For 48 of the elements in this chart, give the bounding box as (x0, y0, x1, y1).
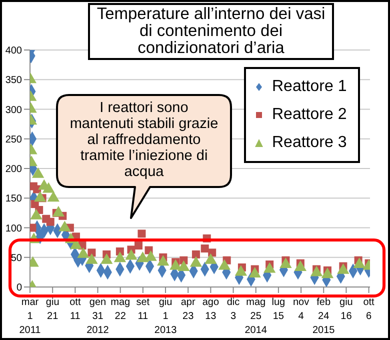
point (32, 167, 44, 178)
point (114, 252, 126, 262)
x-tick-label: mar 1 2011 (19, 297, 42, 336)
y-tick-label: 150 (5, 194, 22, 205)
x-tick-label: giu 1 2013 (154, 297, 178, 336)
point (138, 230, 146, 238)
x-tick-label: giu 16 (340, 297, 353, 322)
point (52, 206, 65, 216)
legend-label: Reattore 1 (272, 77, 347, 97)
y-tick-label: 50 (10, 252, 22, 264)
chart-title: Temperature all’interno dei vasi di contenimento dei condizionatori d’aria (88, 3, 334, 60)
y-tick-label: 200 (5, 164, 22, 176)
point (192, 250, 200, 258)
point (134, 242, 142, 250)
x-tick-label: giu 21 (46, 297, 60, 322)
point (42, 182, 55, 193)
x-tick-label: dic 3 (226, 297, 240, 322)
x-tick-label: ago 13 (202, 297, 220, 322)
point (47, 191, 60, 202)
point (157, 255, 170, 266)
point (200, 244, 209, 252)
legend-label: Reattore 2 (272, 105, 347, 125)
y-tick-label: 100 (5, 223, 22, 234)
point (58, 220, 71, 232)
y-tick-label: 250 (5, 134, 22, 146)
y-tick-label: 350 (5, 75, 22, 86)
x-tick-label: lug 15 (272, 297, 286, 322)
x-tick-label: ott 6 (363, 297, 375, 322)
x-tick-label: apr 23 (180, 297, 196, 322)
point (46, 218, 54, 226)
x-tick-label: mag 25 2014 (244, 297, 268, 336)
annotation: I reattori sono mantenuti stabili grazie al raffreddamento tramite l’iniezione di acqua (68, 100, 220, 180)
point (208, 248, 216, 257)
x-tick-label: feb 24 2015 (312, 297, 336, 336)
point (136, 252, 149, 262)
x-tick-label: mag 22 (110, 297, 130, 322)
legend-label: Reattore 3 (272, 133, 347, 153)
point (321, 268, 334, 278)
y-tick-label: 300 (5, 104, 22, 116)
point (125, 249, 138, 260)
x-tick-label: gen 31 2012 (86, 297, 110, 336)
y-tick-label: 0 (16, 282, 22, 294)
point (34, 191, 46, 202)
x-tick-label: set 11 (136, 297, 150, 322)
x-tick-label: nov 4 (292, 297, 310, 322)
x-tick-label: ott 11 (70, 297, 81, 322)
y-tick-label: 400 (5, 46, 22, 57)
point (30, 208, 42, 220)
